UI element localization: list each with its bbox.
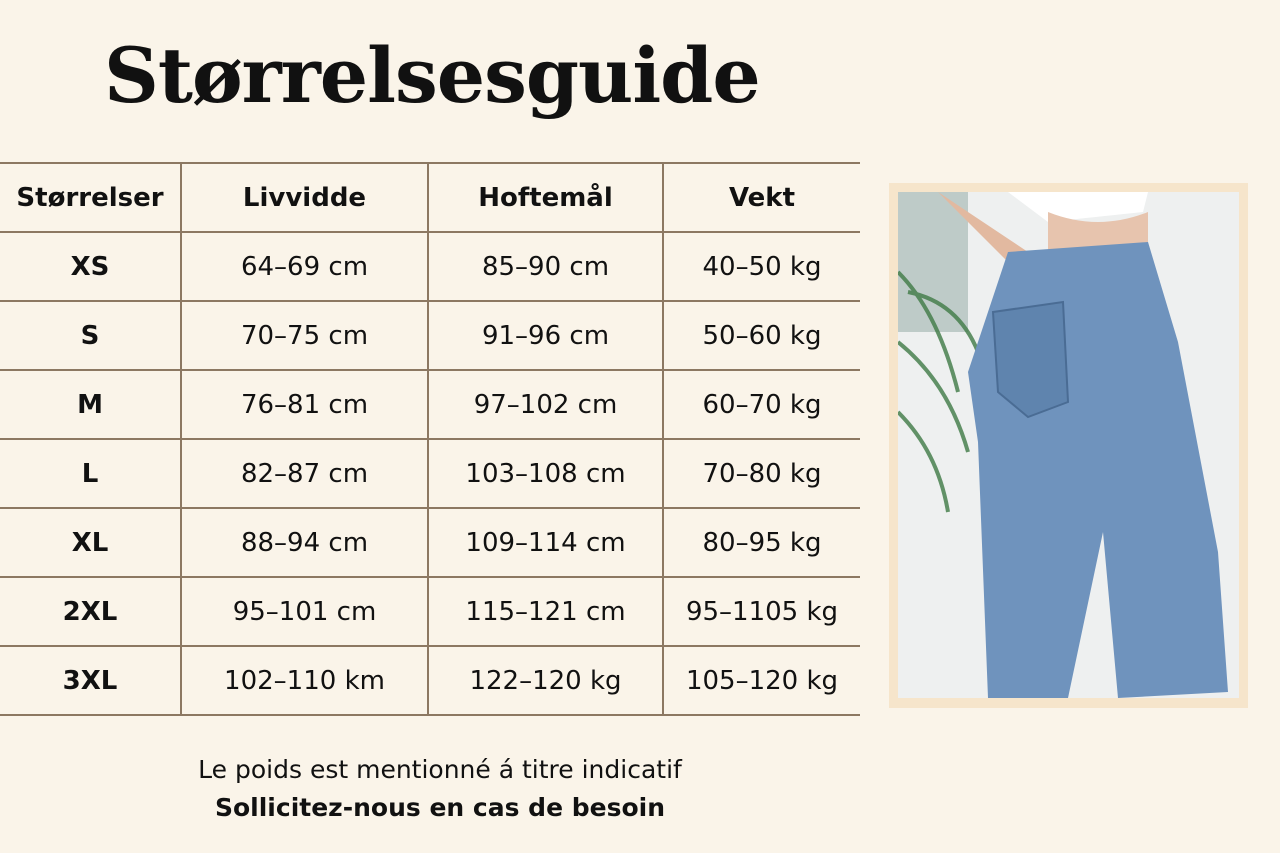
cell-waist: 95–101 cm [180, 576, 429, 647]
cell-hip: 122–120 kg [427, 645, 664, 716]
table-row: XS 64–69 cm 85–90 cm 40–50 kg [0, 231, 860, 302]
table-header-row: Størrelser Livvidde Hoftemål Vekt [0, 162, 860, 233]
cell-weight: 105–120 kg [662, 645, 860, 716]
cell-waist: 88–94 cm [180, 507, 429, 578]
header-hip: Hoftemål [427, 162, 664, 233]
page-title: Størrelsesguide [104, 31, 761, 120]
cell-size: S [0, 300, 182, 371]
cell-weight: 70–80 kg [662, 438, 860, 509]
table-row: 2XL 95–101 cm 115–121 cm 95–1105 kg [0, 576, 860, 647]
photo-frame [889, 183, 1248, 708]
size-table: Størrelser Livvidde Hoftemål Vekt XS 64–6… [0, 162, 860, 716]
table-row: M 76–81 cm 97–102 cm 60–70 kg [0, 369, 860, 440]
jeans-photo [898, 192, 1239, 698]
table-row: L 82–87 cm 103–108 cm 70–80 kg [0, 438, 860, 509]
cell-weight: 50–60 kg [662, 300, 860, 371]
note-indicative: Le poids est mentionné á titre indicatif [198, 755, 682, 784]
header-size: Størrelser [0, 162, 182, 233]
table-row: 3XL 102–110 km 122–120 kg 105–120 kg [0, 645, 860, 716]
jeans-illustration [898, 192, 1239, 698]
cell-hip: 103–108 cm [427, 438, 664, 509]
cell-waist: 102–110 km [180, 645, 429, 716]
cell-weight: 95–1105 kg [662, 576, 860, 647]
cell-size: L [0, 438, 182, 509]
cell-size: XL [0, 507, 182, 578]
cell-waist: 82–87 cm [180, 438, 429, 509]
cell-waist: 70–75 cm [180, 300, 429, 371]
cell-hip: 97–102 cm [427, 369, 664, 440]
cell-hip: 91–96 cm [427, 300, 664, 371]
cell-weight: 60–70 kg [662, 369, 860, 440]
cell-waist: 76–81 cm [180, 369, 429, 440]
cell-size: M [0, 369, 182, 440]
cell-hip: 109–114 cm [427, 507, 664, 578]
table-row: XL 88–94 cm 109–114 cm 80–95 kg [0, 507, 860, 578]
cell-weight: 40–50 kg [662, 231, 860, 302]
cell-size: 2XL [0, 576, 182, 647]
cell-hip: 115–121 cm [427, 576, 664, 647]
header-weight: Vekt [662, 162, 860, 233]
header-waist: Livvidde [180, 162, 429, 233]
cell-size: 3XL [0, 645, 182, 716]
note-contact: Sollicitez-nous en cas de besoin [214, 793, 666, 822]
table-row: S 70–75 cm 91–96 cm 50–60 kg [0, 300, 860, 371]
cell-weight: 80–95 kg [662, 507, 860, 578]
cell-size: XS [0, 231, 182, 302]
cell-hip: 85–90 cm [427, 231, 664, 302]
cell-waist: 64–69 cm [180, 231, 429, 302]
